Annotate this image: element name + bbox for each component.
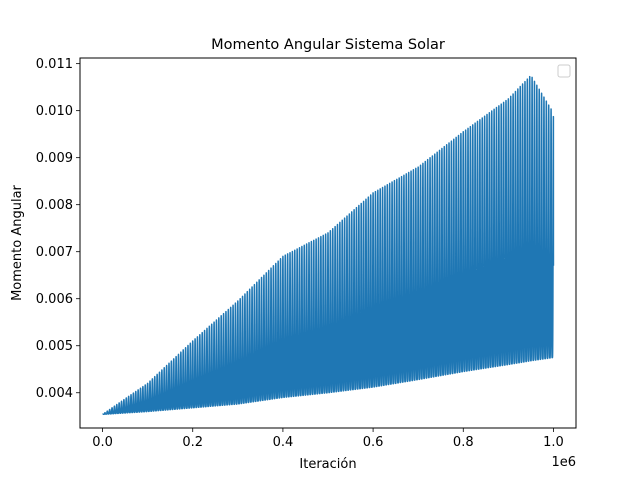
y-axis-label: Momento Angular [10,184,25,300]
y-tick-label: 0.011 [36,57,73,72]
y-axis: 0.004 0.005 0.006 0.007 0.008 0.009 0.010 0.011 [36,57,80,401]
x-tick-label: 1.0 [543,435,564,450]
y-tick-label: 0.005 [36,339,73,354]
plot-frame [79,57,577,429]
y-tick-label: 0.006 [36,292,73,307]
x-tick-label: 0.4 [273,435,294,450]
x-axis-label: Iteración [299,457,356,472]
x-tick-label: 0.2 [182,435,203,450]
x-tick-label: 0.8 [453,435,474,450]
x-axis: 0.0 0.2 0.4 0.6 0.8 1.0 [92,428,564,450]
legend-box [557,64,571,78]
series-layer [101,75,555,416]
y-tick-label: 0.009 [36,151,73,166]
y-tick-label: 0.007 [36,245,73,260]
y-tick-label: 0.008 [36,198,73,213]
x-axis-offset-label: 1e6 [551,455,576,470]
legend [557,64,571,78]
series-line [101,75,555,416]
x-tick-label: 0.6 [363,435,384,450]
y-tick-label: 0.010 [36,104,73,119]
y-tick-label: 0.004 [36,386,73,401]
chart-title: Momento Angular Sistema Solar [211,37,445,53]
x-tick-label: 0.0 [92,435,113,450]
